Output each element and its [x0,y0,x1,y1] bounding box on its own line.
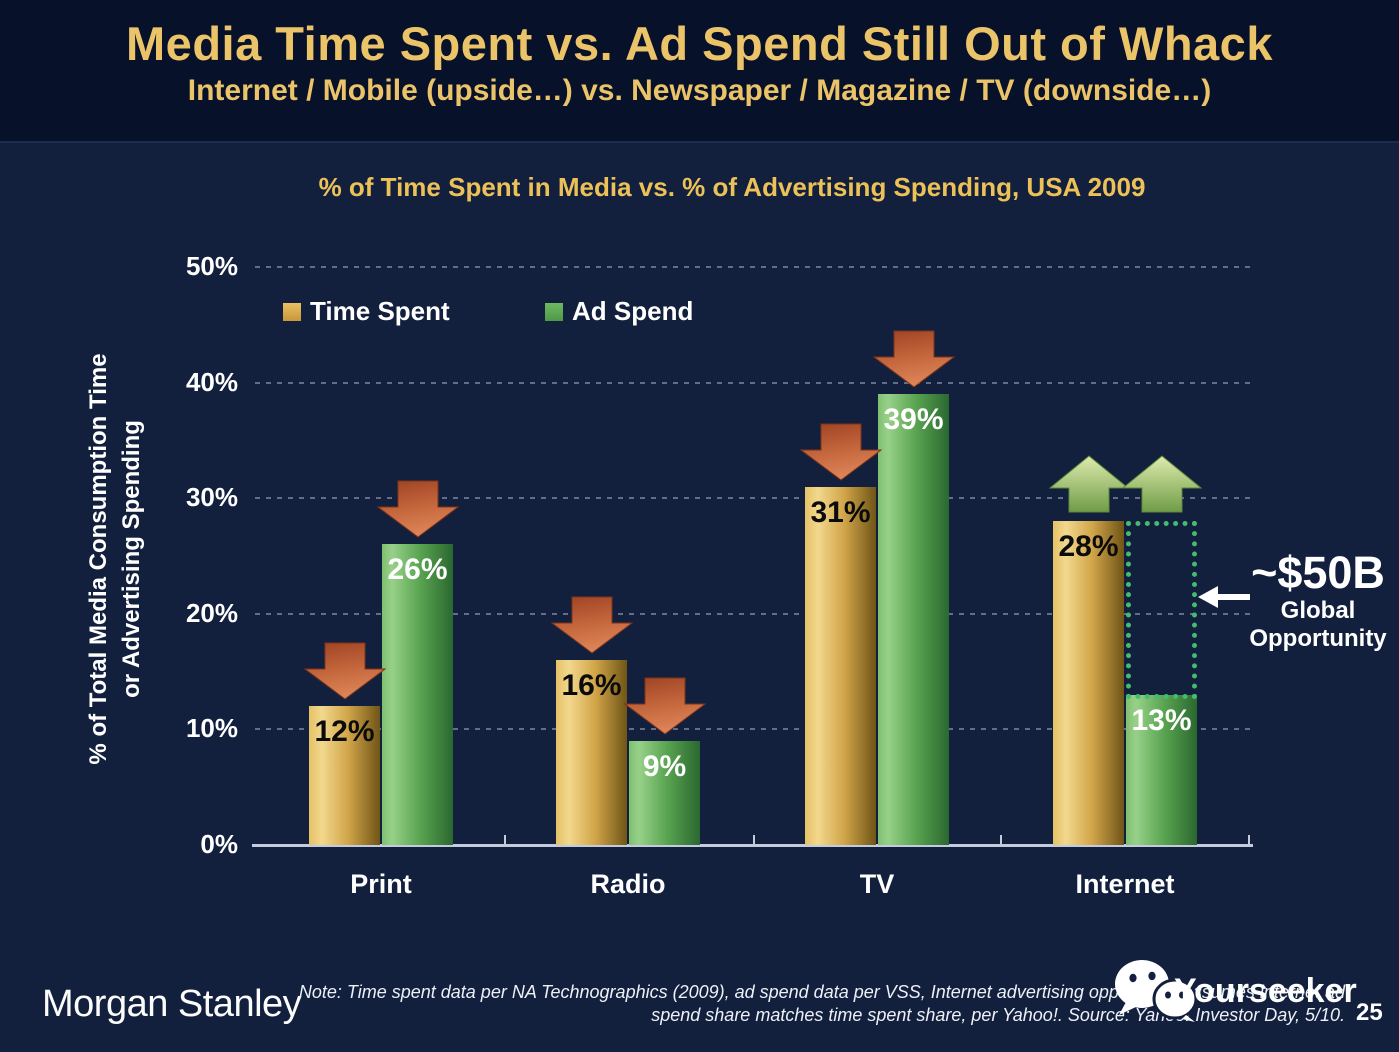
legend-label-ad-spend: Ad Spend [572,296,694,326]
source-note-line1: Note: Time spent data per NA Technograph… [298,982,1345,1002]
down-arrow-icon [550,596,633,654]
slide-header: Media Time Spent vs. Ad Spend Still Out … [0,0,1399,143]
legend-item-ad-spend: Ad Spend [545,296,693,327]
y-axis-title: % of Total Media Consumption Time or Adv… [82,298,148,820]
bar-value-label-print-time-spent: 12% [314,715,375,749]
bar-internet-time-spent [1053,521,1124,845]
down-arrow-icon [872,330,955,388]
y-tick-label-40: 40% [185,366,238,397]
down-arrow-icon [376,480,459,539]
down-arrow-icon [303,642,386,700]
bar-internet-ad-spend [1126,694,1197,845]
plot-area: 12% 26% 16% 9% 31% 39% 28% 13% [252,266,1253,847]
legend-label-time-spent: Time Spent [310,296,450,326]
category-label-radio: Radio [590,869,666,899]
y-tick-label-20: 20% [185,597,238,628]
y-tick-label-50: 50% [185,251,238,281]
axis-tick [1248,835,1250,844]
up-arrow-icon [1121,455,1202,513]
slide-title: Media Time Spent vs. Ad Spend Still Out … [126,17,1273,70]
bar-tv-ad-spend [878,394,949,845]
bar-value-label-radio-ad-spend: 9% [642,749,687,783]
axis-tick [753,835,755,844]
bar-radio-time-spent [556,660,627,845]
bar-value-label-internet-time-spent: 28% [1058,530,1119,564]
legend-swatch-gold [283,302,301,321]
bar-value-label-internet-ad-spend: 13% [1131,703,1192,737]
down-arrow-icon [799,423,882,481]
up-arrow-icon [1048,455,1129,513]
slide-subtitle: Internet / Mobile (upside…) vs. Newspape… [187,74,1212,107]
bar-value-label-radio-time-spent: 16% [561,669,622,703]
page-number: 25 [1356,999,1383,1026]
category-label-print: Print [350,869,412,899]
x-axis-line [252,844,1253,847]
y-tick-label-0: 0% [200,829,238,859]
bar-value-label-print-ad-spend: 26% [387,553,448,587]
opportunity-gap-box [1126,521,1197,699]
y-axis-title-line1: % of Total Media Consumption Time [85,353,112,765]
opportunity-annotation: ~$50B Global Opportunity [1243,549,1393,653]
bar-value-label-tv-time-spent: 31% [810,495,871,529]
chart-title: % of Time Spent in Media vs. % of Advert… [318,172,1146,202]
bar-value-label-tv-ad-spend: 39% [883,403,944,437]
bar-radio-ad-spend [629,740,700,845]
wechat-icon [1115,960,1198,1022]
legend-swatch-green [545,302,563,321]
gridline-10 [255,728,1250,731]
opportunity-value: ~$50B [1251,547,1385,598]
axis-tick [1000,835,1002,844]
bar-print-time-spent [309,706,380,845]
gridline-40 [255,381,1250,384]
gridline-20 [255,612,1250,615]
morgan-stanley-logo: Morgan Stanley [42,983,302,1025]
gridline-50 [255,266,1250,268]
legend-item-time-spent: Time Spent [283,296,450,327]
opportunity-line1: Global [1280,597,1356,624]
left-arrow-icon [1198,586,1250,608]
down-arrow-icon [623,677,706,735]
gridline-30 [255,497,1250,500]
category-label-tv: TV [859,869,895,899]
category-label-internet: Internet [1075,869,1175,899]
opportunity-line2: Opportunity [1249,625,1387,652]
watermark-text: Yourseeker [1174,972,1357,1010]
bar-print-ad-spend [382,544,453,845]
y-tick-label-10: 10% [185,713,238,744]
y-axis-title-line2: or Advertising Spending [118,420,145,698]
axis-tick [504,835,506,844]
y-tick-label-30: 30% [185,482,238,513]
bar-tv-time-spent [805,486,876,845]
